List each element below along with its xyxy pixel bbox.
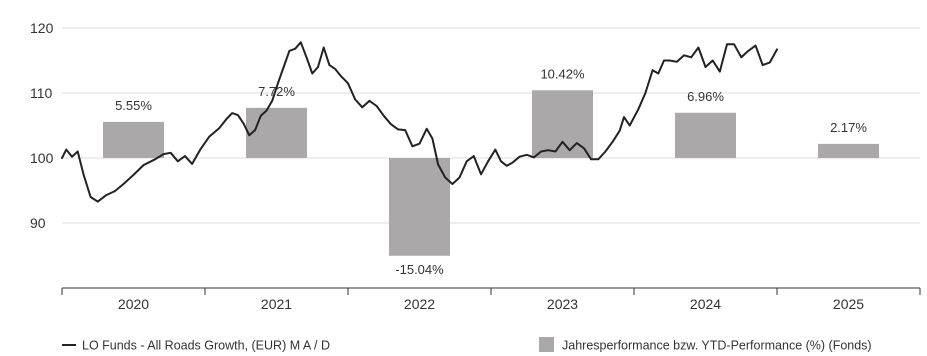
x-tick-label: 2022 — [404, 296, 435, 312]
gridlines — [62, 27, 920, 224]
bar — [818, 143, 879, 158]
bar-series — [103, 90, 879, 256]
bar — [103, 121, 164, 158]
bar-data-label: -15.04% — [395, 262, 444, 277]
axes — [61, 287, 921, 295]
legend-bar-swatch — [539, 337, 554, 352]
x-tick-label: 2023 — [547, 296, 578, 312]
bar-data-label: 6.96% — [687, 89, 724, 104]
x-tick-label: 2021 — [261, 296, 292, 312]
labels: 90 100 110 120 5.55% 7.72% -15.04% 10.42% 6.96% 2… — [30, 20, 867, 312]
y-tick-label: 110 — [30, 85, 53, 101]
legend-line-label: LO Funds - All Roads Growth, (EUR) M A /… — [82, 339, 330, 353]
bar — [389, 158, 450, 256]
x-tick-label: 2020 — [118, 296, 149, 312]
x-tick-label: 2025 — [833, 296, 864, 312]
y-tick-label: 120 — [30, 20, 54, 36]
y-tick-label: 90 — [30, 215, 46, 231]
x-tick-label: 2024 — [690, 296, 721, 312]
legend-bar-label: Jahresperformance bzw. YTD-Performance (… — [562, 339, 872, 353]
series-line — [61, 41, 778, 203]
line-series — [61, 41, 778, 203]
bar-data-label: 7.72% — [258, 84, 295, 99]
bar — [675, 112, 736, 158]
legend: LO Funds - All Roads Growth, (EUR) M A /… — [62, 337, 872, 353]
bar-data-label: 10.42% — [540, 66, 585, 81]
bar-data-label: 2.17% — [830, 120, 867, 135]
bar-data-label: 5.55% — [115, 98, 152, 113]
bar — [246, 107, 307, 158]
y-tick-label: 100 — [30, 150, 54, 166]
